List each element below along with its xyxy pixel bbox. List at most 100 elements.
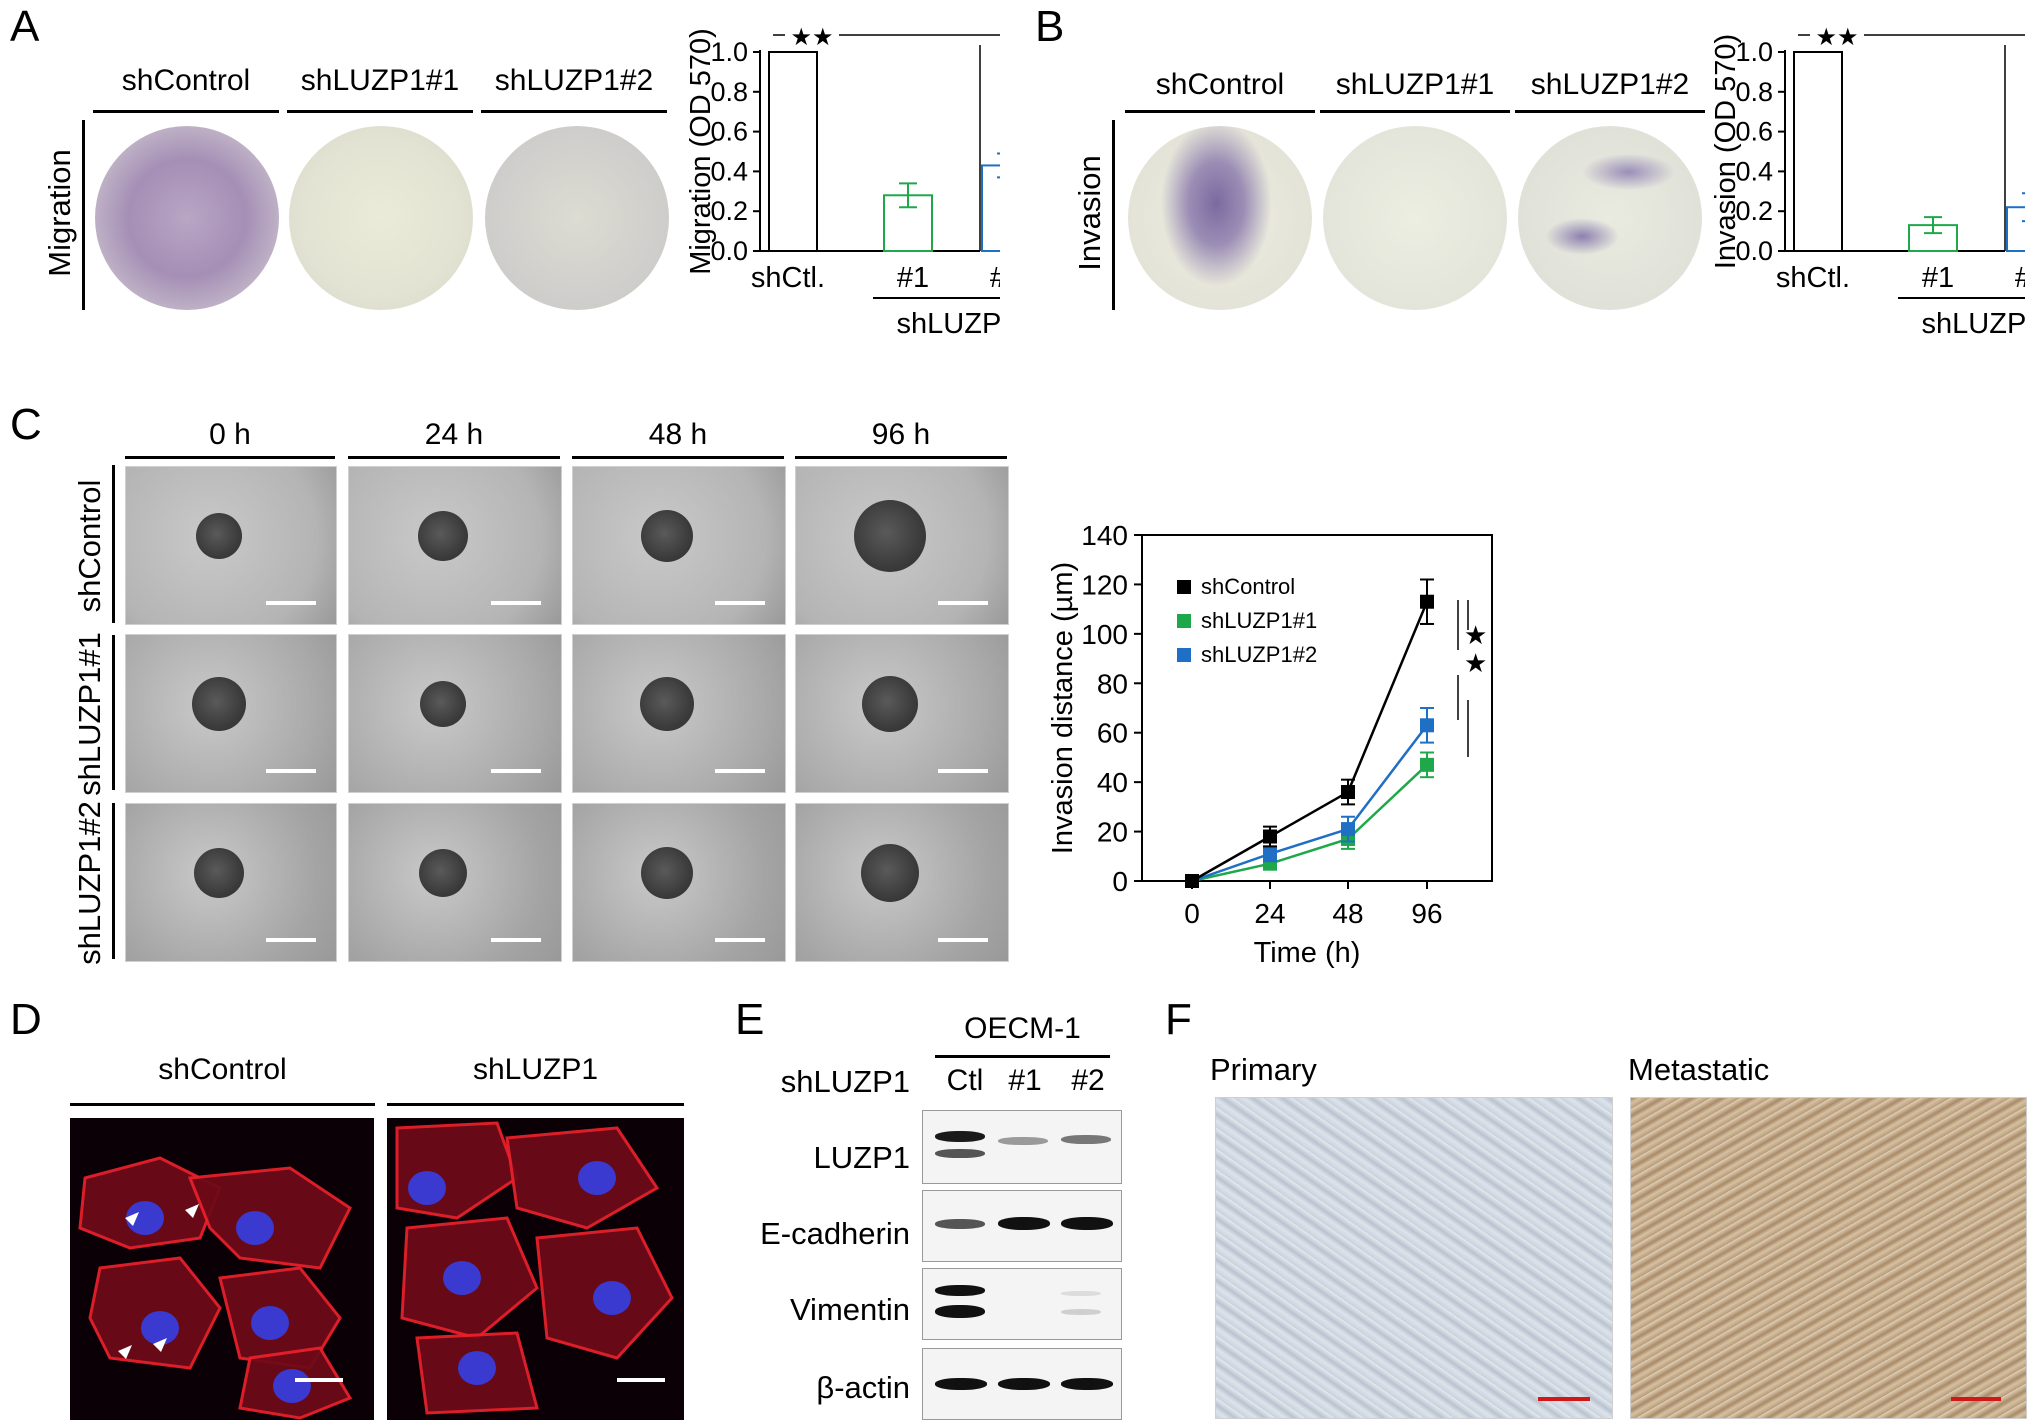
row-label-c-shcontrol: shControl xyxy=(72,479,107,613)
scale-bar xyxy=(491,601,541,605)
blot-cell-line-underline xyxy=(935,1055,1110,1058)
row-line-a xyxy=(82,120,85,310)
line-ytick-label: 20 xyxy=(1097,817,1128,848)
header-f-metastatic: Metastatic xyxy=(1628,1052,1770,1087)
ihc-metastatic-image xyxy=(1630,1097,2027,1419)
header-line-c-3 xyxy=(572,456,784,459)
scale-bar xyxy=(715,769,765,773)
blot-luzp1 xyxy=(922,1110,1122,1184)
header-line-d-1 xyxy=(70,1103,375,1106)
line-xtick-label: 24 xyxy=(1254,898,1285,929)
spheroid-image xyxy=(348,803,562,962)
header-c-48h: 48 h xyxy=(648,418,708,451)
band-actin-2 xyxy=(1061,1378,1113,1390)
row-line-c-1 xyxy=(112,465,115,623)
header-line-a-3 xyxy=(481,110,667,113)
if-shluzp1-nucleus xyxy=(458,1351,496,1385)
band-luzp1-1 xyxy=(998,1137,1048,1145)
inv-ytick-label: 0.4 xyxy=(1735,156,1773,186)
lane-2: #2 xyxy=(1071,1064,1105,1097)
inv-cat-ctl: shCtl. xyxy=(1776,262,1850,294)
band-ecad-ctl xyxy=(935,1219,985,1229)
spheroid xyxy=(640,676,694,731)
scale-bar xyxy=(715,938,765,942)
scale-bar xyxy=(938,601,988,605)
header-line-c-2 xyxy=(348,456,560,459)
spheroid-image xyxy=(348,634,562,793)
spheroid xyxy=(641,846,693,899)
line-series-1 xyxy=(1191,763,1428,883)
invasion-bar-chart: Invasion (OD 570)0.0 0.2 0.4 0.6 0.8 1.0 shCtl… xyxy=(1710,21,2025,340)
header-line-b-3 xyxy=(1515,110,1705,113)
panel-label-a: A xyxy=(10,2,40,51)
scale-bar-metastatic xyxy=(1951,1397,2001,1401)
panel-label-d: D xyxy=(10,995,42,1044)
line-ytick-label: 100 xyxy=(1081,619,1128,650)
legend-marker-2 xyxy=(1177,648,1191,662)
invasion-distance-line-chart: Invasion distance (µm) 0 20 40 60 80 100 120 140… xyxy=(1047,520,1493,969)
scale-bar xyxy=(266,601,316,605)
mig-group-label: shLUZP1 xyxy=(897,308,1000,340)
line-point-0-3 xyxy=(1420,594,1434,609)
band-actin-1 xyxy=(998,1378,1050,1390)
migration-dish-shcontrol xyxy=(95,126,279,310)
spheroid-image xyxy=(795,803,1009,962)
blot-group-label: shLUZP1 xyxy=(780,1064,910,1099)
header-d-shluzp1: shLUZP1 xyxy=(472,1053,599,1086)
line-point-2-1 xyxy=(1263,846,1277,861)
band-luzp1-2 xyxy=(1061,1135,1111,1144)
inv-cat-2: #2 xyxy=(2015,262,2025,294)
mig-cat-1: #1 xyxy=(897,262,929,294)
arrow-icon xyxy=(118,1345,132,1359)
legend-label-1: shLUZP1#1 xyxy=(1201,608,1317,633)
band-luzp1-ctl xyxy=(935,1131,985,1142)
blot-ecadherin xyxy=(922,1190,1122,1262)
line-point-0-0 xyxy=(1185,874,1199,888)
mig-bar-2 xyxy=(981,164,1000,252)
inv-ytick-label: 0.6 xyxy=(1735,117,1773,147)
line-ytick-label: 60 xyxy=(1097,718,1128,749)
header-c-24h: 24 h xyxy=(424,418,484,451)
header-line-a-2 xyxy=(287,110,473,113)
mig-ytick-label: 0.8 xyxy=(710,77,748,107)
header-c-96h: 96 h xyxy=(871,418,931,451)
spheroid xyxy=(420,680,466,727)
line-ytick-label: 140 xyxy=(1081,520,1128,551)
spheroid-image xyxy=(348,466,562,625)
inv-significance: ★★ xyxy=(1815,24,1858,51)
row-line-c-2 xyxy=(112,635,115,790)
header-line-c-1 xyxy=(125,456,335,459)
inv-cat-1: #1 xyxy=(1922,262,1954,294)
lane-1: #1 xyxy=(1008,1064,1042,1097)
line-ytick-label: 80 xyxy=(1097,668,1128,699)
spheroid-image xyxy=(795,634,1009,793)
mig-y-axis-label: Migration (OD 570) xyxy=(685,28,717,275)
line-significance-2: ★ xyxy=(1464,648,1487,678)
header-line-c-4 xyxy=(795,456,1007,459)
if-shcontrol-nucleus xyxy=(236,1211,274,1245)
row-line-b xyxy=(1112,120,1115,310)
header-a-shluzp1-2: shLUZP1#2 xyxy=(494,64,654,97)
panel-label-e: E xyxy=(735,995,765,1044)
mig-ytick-label: 0.6 xyxy=(710,117,748,147)
row-line-c-3 xyxy=(112,803,115,959)
immunofluorescence-shluzp1 xyxy=(387,1118,684,1420)
migration-dish-shluzp1-2 xyxy=(485,126,669,310)
if-shluzp1-nucleus xyxy=(578,1161,616,1195)
scale-bar xyxy=(491,769,541,773)
mig-ytick-label: 1.0 xyxy=(710,37,748,67)
line-xtick-label: 48 xyxy=(1332,898,1363,929)
spheroid-image xyxy=(572,634,786,793)
legend-label-2: shLUZP1#2 xyxy=(1201,642,1317,667)
header-line-b-1 xyxy=(1125,110,1315,113)
inv-bar-2 xyxy=(2006,206,2025,252)
line-point-2-3 xyxy=(1420,718,1434,733)
line-series-2 xyxy=(1191,724,1428,883)
arrow-icon xyxy=(153,1338,167,1352)
scale-bar xyxy=(938,938,988,942)
band-vim-ctl-lower xyxy=(935,1305,985,1318)
blot-label-ecadherin: E-cadherin xyxy=(760,1216,910,1251)
header-b-shluzp1-2: shLUZP1#2 xyxy=(1530,68,1690,101)
lane-ctl: Ctl xyxy=(946,1064,984,1097)
panel-label-f: F xyxy=(1165,995,1192,1044)
